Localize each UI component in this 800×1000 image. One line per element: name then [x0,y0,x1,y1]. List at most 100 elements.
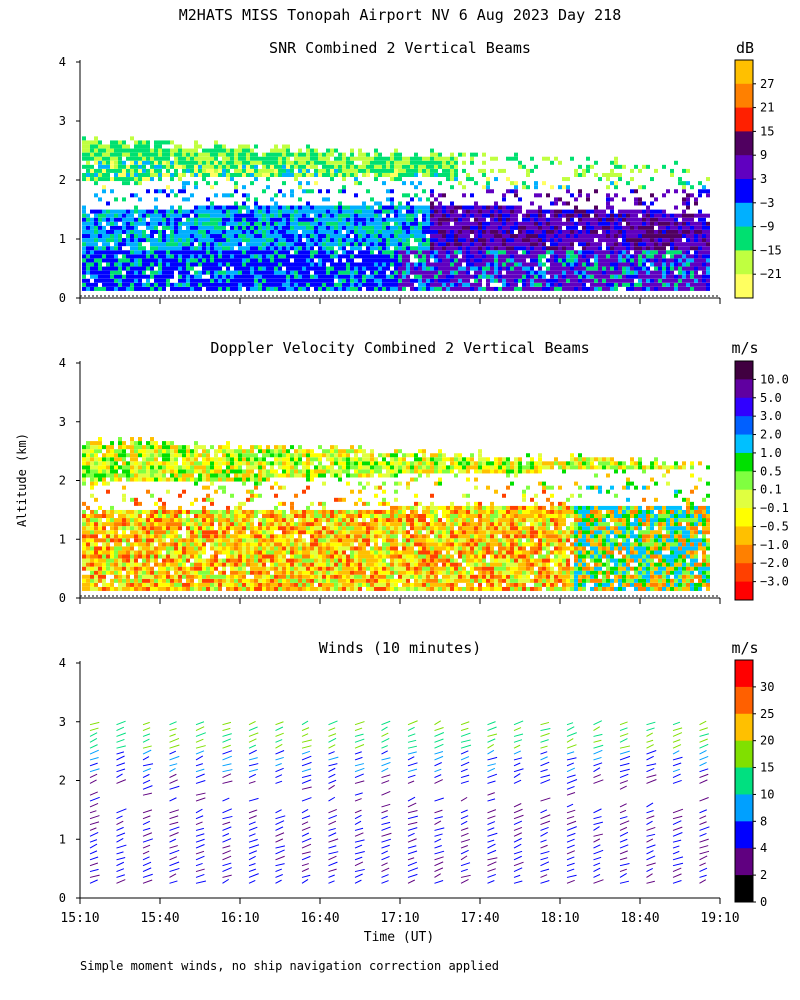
snr-cell [274,242,278,247]
snr-cell [158,209,162,214]
colorbar-swatch [735,202,753,228]
snr-cell [578,172,582,177]
snr-cell [298,221,302,226]
snr-cell [222,274,226,279]
velocity-cell [150,449,154,454]
snr-cell [674,282,678,287]
snr-cell [150,152,154,157]
velocity-cell [138,445,142,450]
snr-cell [406,238,410,243]
snr-cell [358,246,362,251]
snr-cell [82,238,86,243]
snr-cell [510,217,514,222]
snr-cell [634,217,638,222]
velocity-cell [166,546,170,551]
velocity-cell [106,461,110,466]
velocity-cell [82,538,86,543]
snr-cell [162,217,166,222]
snr-cell [350,168,354,173]
snr-cell [118,144,122,149]
snr-cell [194,160,198,165]
snr-cell [290,164,294,169]
snr-cell [518,258,522,263]
velocity-cell [134,542,138,547]
snr-cell [590,266,594,271]
snr-cell [158,258,162,263]
snr-cell [490,234,494,239]
velocity-cell [146,489,150,494]
velocity-cell [186,465,190,470]
snr-cell [662,242,666,247]
snr-cell [566,225,570,230]
velocity-cell [122,534,126,539]
y-axis-label: Altitude (km) [15,433,29,527]
snr-cell [102,250,106,255]
velocity-cell [150,582,154,587]
snr-cell [206,278,210,283]
velocity-cell [154,501,158,506]
velocity-cell [174,477,178,482]
snr-cell [674,286,678,291]
snr-cell [210,250,214,255]
snr-cell [330,168,334,173]
snr-cell [562,185,566,190]
snr-cell [362,229,366,234]
snr-cell [146,266,150,271]
velocity-cell [126,522,130,527]
snr-cell [358,238,362,243]
snr-cell [686,205,690,210]
snr-cell [298,266,302,271]
snr-cell [350,209,354,214]
snr-cell [326,282,330,287]
snr-cell [586,217,590,222]
snr-cell [82,152,86,157]
velocity-cell [170,530,174,535]
snr-cell [434,282,438,287]
snr-cell [314,213,318,218]
snr-cell [414,213,418,218]
snr-cell [502,205,506,210]
snr-cell [638,197,642,202]
snr-cell [190,160,194,165]
snr-cell [406,282,410,287]
velocity-cell [174,469,178,474]
velocity-cell [106,566,110,571]
snr-cell [482,152,486,157]
snr-cell [322,217,326,222]
snr-cell [610,242,614,247]
snr-cell [298,250,302,255]
snr-cell [498,217,502,222]
snr-cell [578,164,582,169]
snr-cell [374,282,378,287]
snr-cell [306,278,310,283]
snr-cell [698,266,702,271]
snr-cell [698,238,702,243]
snr-cell [578,282,582,287]
velocity-cell [142,509,146,514]
snr-cell [466,254,470,259]
snr-cell [90,229,94,234]
snr-cell [326,209,330,214]
snr-cell [366,156,370,161]
snr-cell [102,225,106,230]
velocity-cell [194,465,198,470]
snr-cell [350,213,354,218]
snr-cell [602,282,606,287]
snr-cell [318,238,322,243]
snr-cell [334,213,338,218]
velocity-cell [122,469,126,474]
snr-cell [434,229,438,234]
velocity-cell [186,538,190,543]
snr-cell [398,229,402,234]
velocity-cell [126,453,130,458]
snr-cell [242,274,246,279]
snr-cell [266,185,270,190]
snr-cell [174,209,178,214]
snr-cell [246,242,250,247]
snr-cell [190,148,194,153]
snr-cell [430,193,434,198]
snr-cell [202,278,206,283]
snr-cell [654,286,658,291]
velocity-cell [190,457,194,462]
snr-cell [162,148,166,153]
